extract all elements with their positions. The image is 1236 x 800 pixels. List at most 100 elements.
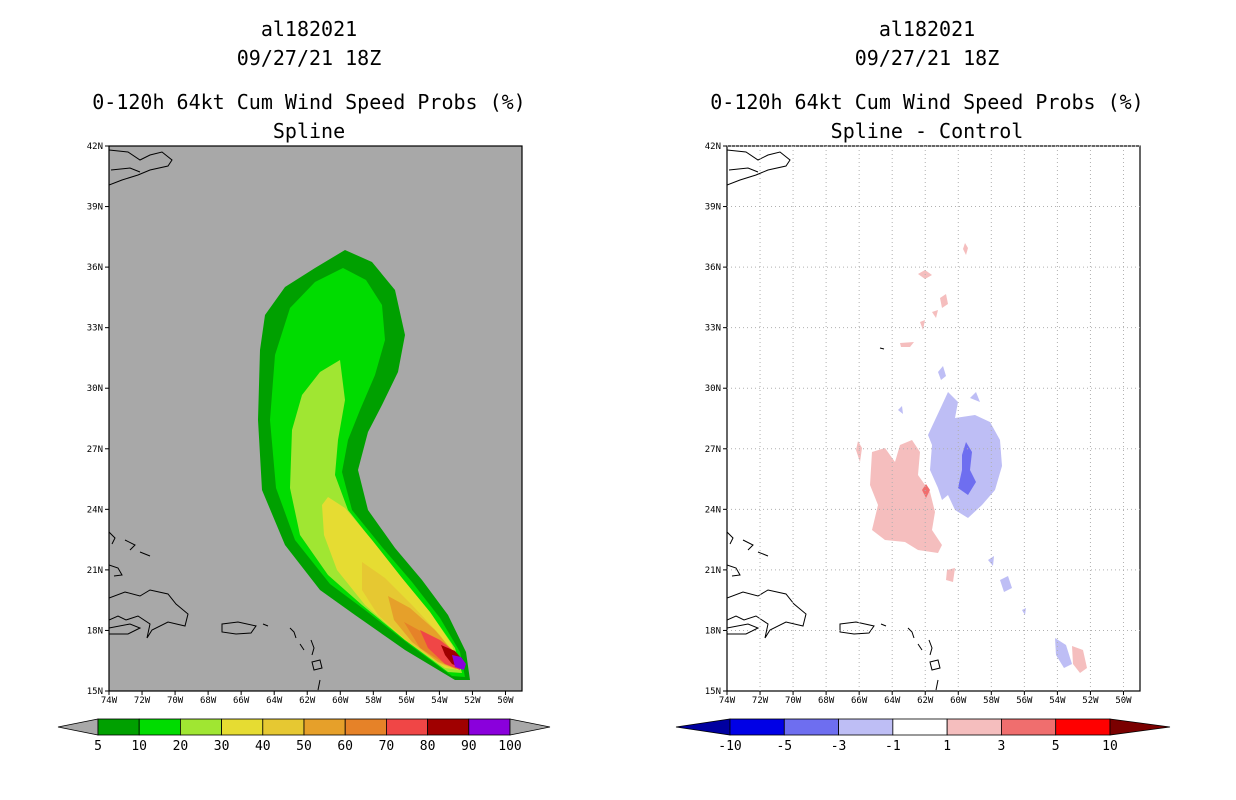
colorbar-swatch [427, 718, 470, 736]
left-probability-field [258, 250, 470, 680]
right-title-method: Spline - Control [831, 119, 1024, 143]
lat-tick-label: 24N [87, 505, 103, 515]
lon-tick-label: 56W [398, 696, 415, 706]
colorbar-label: 50 [296, 739, 312, 754]
right-colorbar: -10 -5 -3 -1 1 3 5 10 [675, 718, 1171, 754]
lon-tick-label: 56W [1016, 696, 1033, 706]
right-map-frame [726, 145, 1141, 692]
lon-tick-label: 50W [497, 696, 514, 706]
colorbar-label: -1 [885, 739, 901, 754]
lat-tick-label: 42N [705, 142, 721, 152]
right-map-background [727, 146, 1140, 691]
right-colorbar-over-arrow [1109, 718, 1171, 736]
colorbar-label: -5 [776, 739, 792, 754]
lat-tick-label: 18N [87, 626, 103, 636]
diff-negative-area-3 [958, 442, 976, 495]
colorbar-swatch [179, 718, 222, 736]
diff-positive-area [900, 342, 914, 347]
colorbar-swatch [838, 718, 894, 736]
lat-tick-label: 39N [87, 203, 103, 213]
colorbar-label: 3 [998, 739, 1006, 754]
right-colorbar-under-arrow [675, 718, 731, 736]
lat-tick-label: 30N [705, 384, 721, 394]
colorbar-swatch [262, 718, 305, 736]
colorbar-label: 10 [1102, 739, 1118, 754]
lon-tick-label: 52W [464, 696, 481, 706]
left-title-storm-id: al182021 [261, 17, 357, 41]
diff-negative-area [988, 556, 994, 566]
colorbar-label: 1 [943, 739, 951, 754]
left-colorbar-over-arrow [509, 718, 551, 736]
lon-tick-label: 72W [752, 696, 769, 706]
lat-tick-label: 42N [87, 142, 103, 152]
right-title-datetime: 09/27/21 18Z [855, 46, 1000, 70]
diff-negative-area [898, 406, 903, 414]
left-title-method: Spline [273, 119, 345, 143]
lon-tick-label: 62W [299, 696, 316, 706]
right-coastlines [727, 149, 941, 691]
colorbar-swatch [221, 718, 264, 736]
colorbar-label: 10 [131, 739, 147, 754]
colorbar-label: 90 [461, 739, 477, 754]
lat-tick-label: 21N [87, 566, 103, 576]
lon-tick-label: 66W [233, 696, 250, 706]
diff-positive-area [932, 310, 938, 318]
left-colorbar: 5 10 20 30 40 50 60 70 80 90 100 [57, 718, 551, 754]
colorbar-swatch [344, 718, 387, 736]
lat-tick-label: 33N [87, 324, 103, 334]
lat-tick-label: 15N [705, 687, 721, 697]
lon-tick-label: 72W [134, 696, 151, 706]
lon-tick-label: 68W [200, 696, 217, 706]
right-title-product: 0-120h 64kt Cum Wind Speed Probs (%) [710, 90, 1143, 114]
lon-tick-label: 70W [785, 696, 802, 706]
colorbar-swatch [946, 718, 1002, 736]
lat-tick-label: 15N [87, 687, 103, 697]
lon-tick-label: 54W [1049, 696, 1066, 706]
colorbar-label: 40 [255, 739, 271, 754]
diff-positive-area [856, 441, 862, 462]
left-axes: 74W 72W 70W 68W 66W 64W 62W 60W 58W 56W 54W 52W 50W 1… [87, 142, 514, 706]
lat-tick-label: 30N [87, 384, 103, 394]
diff-negative-area [938, 366, 946, 380]
colorbar-label: 60 [337, 739, 353, 754]
lat-tick-label: 18N [705, 626, 721, 636]
colorbar-swatch [97, 718, 140, 736]
colorbar-label: -10 [718, 739, 741, 754]
lon-tick-label: 74W [101, 696, 118, 706]
colorbar-label: -3 [831, 739, 847, 754]
lon-tick-label: 68W [818, 696, 835, 706]
lat-tick-label: 27N [705, 445, 721, 455]
lat-tick-label: 21N [705, 566, 721, 576]
prob-contour-10 [270, 268, 465, 677]
left-map-frame [108, 145, 523, 692]
colorbar-swatch [138, 718, 181, 736]
right-difference-field [856, 243, 1087, 673]
colorbar-swatch [892, 718, 948, 736]
left-colorbar-under-arrow [57, 718, 99, 736]
lon-tick-label: 52W [1082, 696, 1099, 706]
diff-negative-area [1000, 576, 1012, 592]
lat-tick-label: 27N [87, 445, 103, 455]
lon-tick-label: 58W [983, 696, 1000, 706]
colorbar-label: 5 [1052, 739, 1060, 754]
diff-positive-area [940, 294, 948, 308]
colorbar-label: 70 [379, 739, 395, 754]
lat-tick-label: 39N [705, 203, 721, 213]
diff-positive-area [1072, 646, 1087, 673]
diff-positive-area [870, 440, 942, 553]
lon-tick-label: 58W [365, 696, 382, 706]
diff-negative-area [933, 458, 940, 470]
lon-tick-label: 64W [884, 696, 901, 706]
lon-tick-label: 70W [167, 696, 184, 706]
left-title-product: 0-120h 64kt Cum Wind Speed Probs (%) [92, 90, 525, 114]
lon-tick-label: 62W [917, 696, 934, 706]
prob-contour-20 [290, 360, 462, 673]
colorbar-swatch [385, 718, 428, 736]
lat-tick-label: 36N [87, 263, 103, 273]
right-panel: al182021 09/27/21 18Z 0-120h 64kt Cum Wi… [675, 17, 1171, 754]
colorbar-label: 5 [94, 739, 102, 754]
prob-contour-90 [452, 655, 466, 670]
colorbar-swatch [1001, 718, 1057, 736]
diff-negative-area [970, 392, 980, 402]
